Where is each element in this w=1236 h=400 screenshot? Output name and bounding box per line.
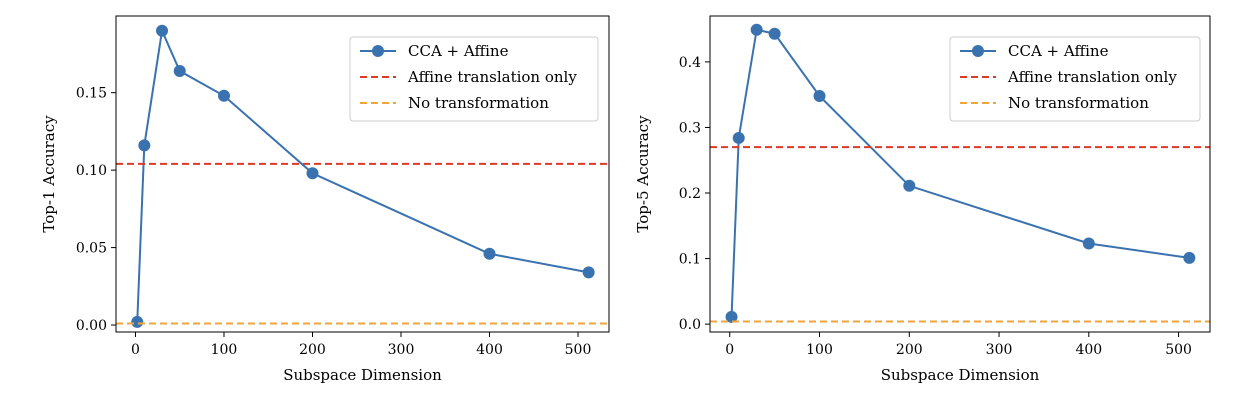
y-tick-label: 0.3: [679, 120, 701, 136]
data-point: [732, 131, 745, 144]
x-tick-label: 200: [896, 342, 923, 358]
legend-label: Affine translation only: [1007, 68, 1177, 86]
x-tick-label: 0: [131, 342, 140, 358]
y-tick-label: 0.0: [679, 317, 701, 333]
y-tick-label: 0.4: [679, 55, 701, 71]
plot-area: [710, 23, 1210, 323]
data-point: [750, 23, 763, 36]
data-point: [1082, 237, 1095, 250]
legend: CCA + Affine Affine translation only No tr…: [949, 36, 1201, 122]
legend: CCA + Affine Affine translation only No tr…: [349, 36, 599, 122]
series-line-cca-affine: [730, 28, 1190, 317]
legend-box: [349, 36, 599, 122]
data-point: [138, 139, 151, 152]
data-point: [813, 89, 826, 102]
y-tick-label: 0.05: [76, 241, 107, 257]
legend-label: Affine translation only: [407, 68, 577, 86]
data-point: [483, 247, 496, 260]
x-tick-label: 400: [476, 342, 503, 358]
data-point: [903, 179, 916, 192]
axes-frame: [115, 15, 610, 333]
data-point: [131, 315, 144, 328]
y-tick-label: 0.00: [76, 318, 107, 334]
legend-marker: [372, 45, 384, 57]
y-axis-label: Top-5 Accuracy: [634, 115, 652, 233]
legend-label: CCA + Affine: [408, 42, 509, 60]
data-point: [173, 64, 186, 77]
data-point: [582, 266, 595, 279]
x-tick-label: 500: [1165, 342, 1192, 358]
y-tick-label: 0.10: [76, 163, 107, 179]
data-point: [156, 24, 169, 37]
x-tick-label: 100: [211, 342, 238, 358]
axes-frame: [709, 15, 1211, 333]
data-point: [725, 310, 738, 323]
legend-label: No transformation: [408, 94, 549, 112]
x-tick-label: 400: [1075, 342, 1102, 358]
series-line-cca-affine: [136, 27, 589, 322]
x-tick-label: 0: [725, 342, 734, 358]
legend-label: CCA + Affine: [1008, 42, 1109, 60]
data-point: [306, 167, 319, 180]
y-tick-label: 0.1: [679, 252, 701, 268]
x-tick-label: 500: [565, 342, 592, 358]
legend-marker: [972, 45, 984, 57]
data-point: [768, 27, 781, 40]
y-tick-label: 0.15: [76, 86, 107, 102]
data-point: [1183, 251, 1196, 264]
x-tick-label: 300: [388, 342, 415, 358]
y-axis-label: Top-1 Accuracy: [40, 115, 58, 233]
legend-box: [949, 36, 1201, 122]
chart-1: 0 100 200 300 400 500 0.00 0.05 0.10 0.15 Subspace…: [40, 15, 610, 384]
x-axis-label: Subspace Dimension: [881, 366, 1040, 384]
legend-label: No transformation: [1008, 94, 1149, 112]
x-tick-label: 300: [986, 342, 1013, 358]
y-tick-label: 0.2: [679, 186, 701, 202]
x-axis-label: Subspace Dimension: [283, 366, 442, 384]
x-tick-label: 200: [299, 342, 326, 358]
x-tick-label: 100: [806, 342, 833, 358]
plot-area: [116, 24, 609, 328]
data-point: [217, 89, 230, 102]
chart-2: 0 100 200 300 400 500 0.0 0.1 0.2 0.3 0.4 Subspace …: [634, 15, 1211, 384]
